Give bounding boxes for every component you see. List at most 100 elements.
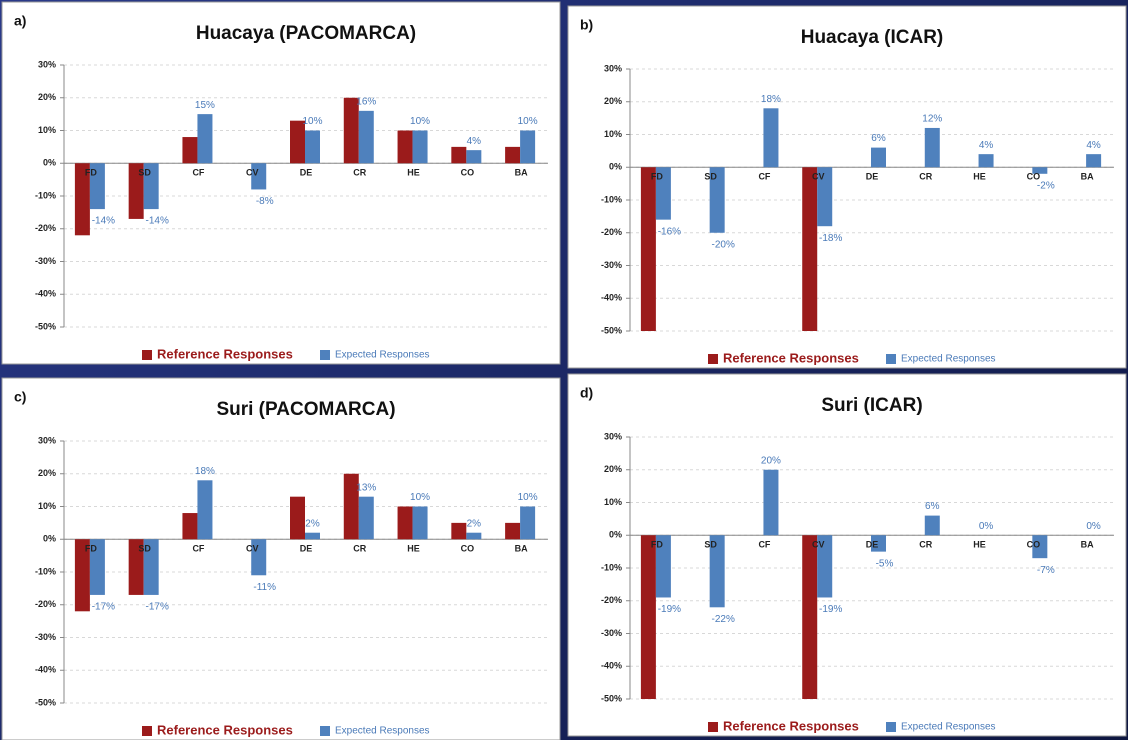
bar [871, 147, 886, 168]
bar [305, 130, 320, 164]
bar [924, 127, 940, 168]
x-tick-label: SD [138, 544, 151, 554]
y-tick-label: 20% [38, 92, 56, 102]
bar [89, 539, 105, 595]
legend-label: Expected Responses [901, 354, 996, 365]
data-label: 15% [195, 100, 215, 111]
x-tick-label: CV [812, 540, 825, 550]
data-label: -19% [658, 604, 681, 615]
x-tick-label: CO [1027, 172, 1041, 182]
y-tick-label: -20% [601, 595, 622, 605]
bar [143, 163, 159, 210]
x-tick-label: HE [973, 172, 986, 182]
y-tick-label: -10% [601, 562, 622, 572]
legend-label: Reference Responses [723, 350, 859, 365]
y-tick-label: -40% [35, 665, 56, 675]
y-tick-label: 0% [43, 534, 56, 544]
bar [1032, 167, 1048, 174]
data-label: -16% [658, 226, 681, 237]
data-label: 12% [922, 114, 942, 125]
y-tick-label: 30% [604, 63, 622, 73]
x-tick-label: FD [85, 168, 97, 178]
bar [505, 522, 521, 540]
legend-swatch [708, 354, 718, 364]
panel: d) Suri (ICAR) -50% -40% -30% -20% -10% 0% 10% 20… [567, 373, 1127, 737]
y-tick-label: -30% [601, 260, 622, 270]
x-tick-label: CF [192, 544, 204, 554]
data-label: 10% [302, 116, 322, 127]
bar [358, 110, 374, 164]
legend-label: Reference Responses [723, 718, 859, 733]
data-label: -18% [819, 233, 842, 244]
bar [412, 506, 428, 540]
bar [343, 97, 359, 164]
data-label: 0% [1086, 521, 1101, 532]
data-label: 18% [195, 466, 215, 477]
y-tick-label: 30% [604, 431, 622, 441]
y-tick-label: -50% [601, 325, 622, 335]
bar [802, 167, 818, 331]
bar [143, 539, 159, 595]
bar [817, 535, 833, 598]
bar [640, 167, 656, 331]
data-label: 4% [979, 140, 994, 151]
x-tick-label: CF [758, 172, 770, 182]
x-tick-label: CR [919, 172, 932, 182]
chart-title: Huacaya (PACOMARCA) [196, 23, 416, 44]
y-tick-label: -30% [35, 256, 56, 266]
data-label: 18% [761, 94, 781, 105]
panel: c) Suri (PACOMARCA) -50% -40% -30% -20% -10% 0%… [1, 377, 561, 740]
data-label: -2% [1037, 180, 1055, 191]
x-tick-label: DE [300, 168, 313, 178]
y-tick-label: 20% [604, 464, 622, 474]
y-tick-label: -30% [601, 628, 622, 638]
data-label: 10% [410, 116, 430, 127]
x-tick-label: CV [812, 172, 825, 182]
bar [197, 480, 213, 540]
data-label: 16% [356, 96, 376, 107]
x-tick-label: CO [461, 168, 475, 178]
panel-label: a) [14, 13, 26, 29]
bar [74, 163, 90, 236]
bar [871, 535, 886, 552]
bar [1032, 535, 1048, 559]
y-tick-label: -20% [601, 227, 622, 237]
data-label: -8% [256, 196, 274, 207]
legend-label: Reference Responses [157, 346, 293, 361]
x-tick-label: CR [353, 544, 366, 554]
bar [763, 469, 779, 536]
bar [640, 535, 656, 699]
x-tick-label: DE [866, 540, 879, 550]
bar [520, 506, 536, 540]
bar [412, 130, 428, 164]
data-label: -14% [145, 216, 168, 227]
y-tick-label: -30% [35, 632, 56, 642]
x-tick-label: HE [973, 540, 986, 550]
bar [182, 513, 198, 540]
data-label: 0% [979, 521, 994, 532]
legend-label: Expected Responses [335, 350, 430, 361]
legend-swatch [320, 350, 330, 360]
bar [397, 130, 413, 164]
x-tick-label: SD [704, 540, 717, 550]
y-tick-label: 10% [38, 501, 56, 511]
panel-label: d) [580, 385, 593, 401]
x-tick-label: BA [1081, 172, 1094, 182]
bar [451, 522, 467, 540]
legend-swatch [708, 722, 718, 732]
bar [505, 146, 521, 164]
data-label: -5% [876, 558, 894, 569]
y-tick-label: -50% [601, 693, 622, 703]
panel-label: c) [14, 389, 26, 405]
y-tick-label: -10% [601, 194, 622, 204]
data-label: -7% [1037, 565, 1055, 576]
data-label: -17% [92, 602, 115, 613]
x-tick-label: CF [192, 168, 204, 178]
bar [466, 532, 482, 540]
x-tick-label: FD [651, 540, 663, 550]
data-label: 2% [305, 518, 320, 529]
legend-swatch [142, 726, 152, 736]
legend-label: Reference Responses [157, 722, 293, 737]
y-tick-label: -20% [35, 599, 56, 609]
data-label: -14% [92, 216, 115, 227]
